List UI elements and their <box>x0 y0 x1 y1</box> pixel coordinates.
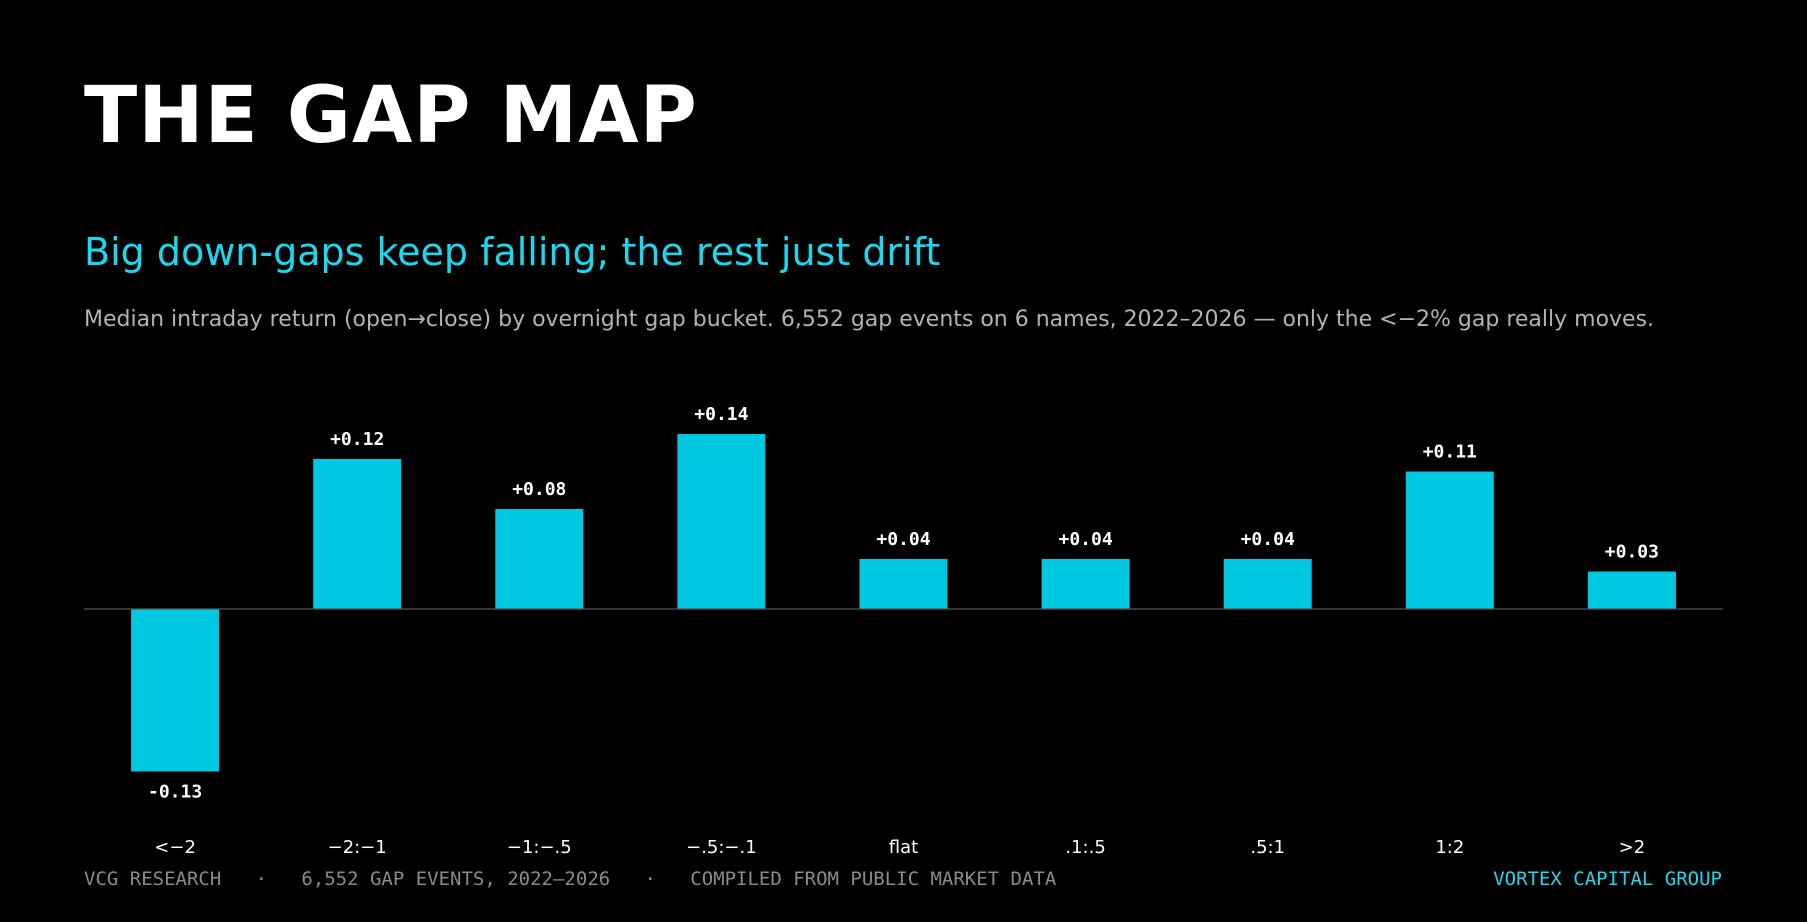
bar-3 <box>677 434 766 609</box>
category-label-1: −2:−1 <box>328 837 387 858</box>
footer-source: VCG RESEARCH · 6,552 GAP EVENTS, 2022–20… <box>84 868 1057 890</box>
value-label-1: +0.12 <box>330 429 384 450</box>
category-label-7: 1:2 <box>1435 837 1464 858</box>
value-label-8: +0.03 <box>1605 542 1659 563</box>
bar-0 <box>131 609 220 772</box>
bar-8 <box>1587 571 1676 609</box>
bar-1 <box>313 459 402 609</box>
footer-brand: VORTEX CAPITAL GROUP <box>1493 868 1722 890</box>
chart-subtitle: Big down-gaps keep falling; the rest jus… <box>84 230 941 274</box>
chart-title: THE GAP MAP <box>84 71 698 161</box>
bar-5 <box>1041 559 1130 609</box>
category-label-3: −.5:−.1 <box>686 837 757 858</box>
bar-7 <box>1405 471 1494 609</box>
category-labels-group: <−2 −2:−1 −1:−.5 −.5:−.1 flat .1:.5 .5:1 1:2 >2 <box>154 837 1645 858</box>
value-label-3: +0.14 <box>694 404 748 425</box>
value-label-0: -0.13 <box>148 782 202 803</box>
value-label-7: +0.11 <box>1423 442 1477 463</box>
value-label-2: +0.08 <box>512 479 566 500</box>
category-label-4: flat <box>889 837 918 858</box>
bar-2 <box>495 509 584 609</box>
value-label-6: +0.04 <box>1241 529 1295 550</box>
category-label-8: >2 <box>1619 837 1646 858</box>
value-label-4: +0.04 <box>876 529 930 550</box>
category-label-6: .5:1 <box>1250 837 1285 858</box>
value-labels-group: -0.13 +0.12 +0.08 +0.14 +0.04 +0.04 +0.04 +0.11… <box>148 404 1659 803</box>
category-label-2: −1:−.5 <box>507 837 572 858</box>
category-label-0: <−2 <box>154 837 196 858</box>
bar-6 <box>1223 559 1312 609</box>
category-label-5: .1:.5 <box>1065 837 1105 858</box>
bars-group <box>131 434 1676 772</box>
value-label-5: +0.04 <box>1059 529 1113 550</box>
bar-4 <box>859 559 948 609</box>
chart-description: Median intraday return (open→close) by o… <box>84 307 1655 332</box>
